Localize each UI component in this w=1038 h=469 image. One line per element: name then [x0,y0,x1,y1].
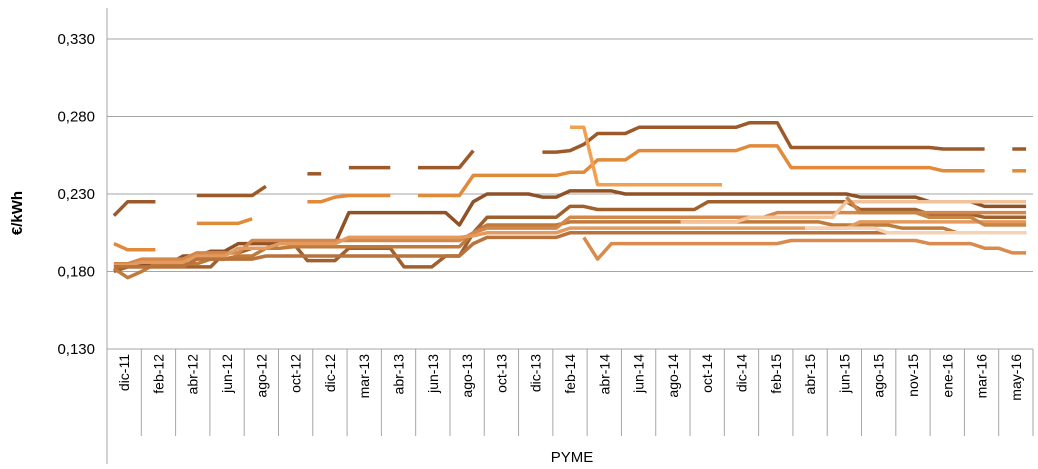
gridlines [107,38,1033,350]
x-tick-label: ago-14 [665,354,681,398]
series-3 [570,125,722,187]
series-line [113,220,1027,268]
series-10 [680,199,1027,224]
x-tick-label: jun-13 [425,354,441,394]
x-tick-label: oct-13 [493,354,509,393]
series-line [113,242,156,252]
series-line [805,226,1027,235]
x-tick-label: oct-14 [699,354,715,393]
series-line [307,193,391,204]
x-tick-label: nov-15 [905,354,921,397]
x-tick-label: dic-11 [116,354,132,391]
series-13 [845,195,1027,227]
series-5 [113,189,1027,269]
x-tick-label: jun-14 [631,354,647,394]
x-tick-label: jun-15 [836,354,852,394]
series-11 [805,226,1027,235]
y-tick-label: 0,330 [57,31,95,48]
y-tick-labels: 0,130 0,180 0,230 0,280 0,330 [57,31,95,358]
series-2 [113,144,1027,252]
y-tick-label: 0,130 [57,341,95,358]
x-tick-label: mar-13 [356,354,372,399]
x-axis-title: PYME [551,449,594,466]
x-tick-label: mar-16 [974,354,990,399]
series-line [196,184,267,198]
series-line [418,144,985,198]
series-line [845,195,1027,227]
y-tick-label: 0,230 [57,186,95,203]
series-layer [112,120,1027,280]
series-line [542,120,985,154]
x-tick-label: abr-15 [802,354,818,395]
x-tick-label: may-16 [1008,354,1024,401]
x-tick-label: ago-12 [253,354,269,398]
y-tick-label: 0,180 [57,264,95,281]
series-line [582,236,1027,261]
x-tick-label: dic-13 [528,354,544,392]
x-tick-label: oct-12 [288,354,304,393]
x-tick-label: ago-15 [871,354,887,398]
y-tick-label: 0,280 [57,109,95,126]
x-tick-label: ago-13 [459,354,475,398]
series-line [418,149,475,170]
x-tick-label: abr-13 [391,354,407,395]
series-line [113,231,1027,269]
x-tick-label: ene-16 [939,354,955,398]
x-tick-label: dic-14 [733,354,749,392]
x-tick-label: feb-12 [150,354,166,394]
x-tick-label: abr-14 [596,354,612,395]
series-line [680,199,1027,224]
series-8 [113,220,1027,268]
series-9 [113,231,1027,269]
x-tick-label: feb-14 [562,354,578,394]
series-line [113,189,1027,269]
series-line [112,199,156,217]
series-12 [582,236,1027,261]
x-tick-label: abr-12 [185,354,201,395]
x-tick-label: feb-15 [768,354,784,394]
series-line [196,217,253,226]
axes [106,8,1034,464]
x-tick-label: dic-12 [322,354,338,392]
x-tick-label: jun-12 [219,354,235,394]
series-line [570,125,722,187]
x-tick-labels: dic-11 feb-12 abr-12 jun-12 ago-12 oct-12 dic-… [116,354,1024,401]
y-axis-title: €/kWh [9,191,26,235]
series-1 [112,120,1027,217]
